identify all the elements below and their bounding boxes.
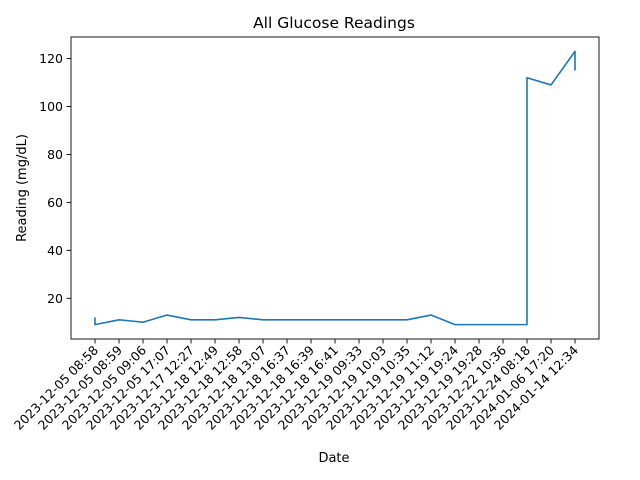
y-tick-label: 60 <box>47 195 63 210</box>
y-tick-label: 80 <box>47 147 63 162</box>
glucose-series-line <box>94 50 576 326</box>
x-axis-label: Date <box>318 451 349 466</box>
y-tick-label: 100 <box>39 99 63 114</box>
y-tick-label: 20 <box>47 291 63 306</box>
y-tick-label: 40 <box>47 243 63 258</box>
chart-title: All Glucose Readings <box>253 14 415 32</box>
plot-frame <box>70 36 600 340</box>
y-axis-label: Reading (mg/dL) <box>15 134 30 242</box>
y-tick-label: 120 <box>39 51 63 66</box>
y-axis-ticks: 20 40 60 80 100 120 <box>39 51 71 306</box>
